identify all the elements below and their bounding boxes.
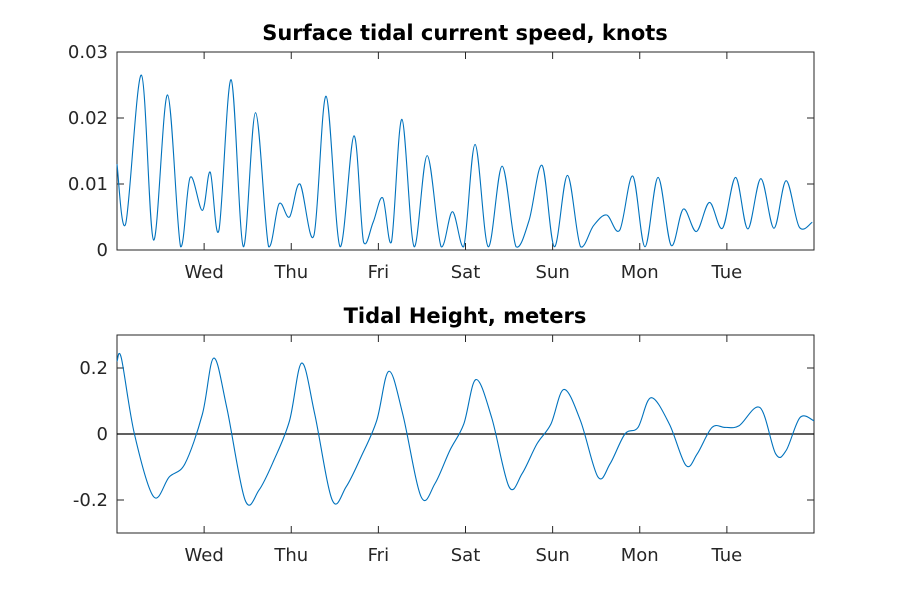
current-speed-ytick-label: 0.02 [68, 108, 108, 129]
tidal-height-series [116, 352, 815, 506]
current-speed-xtick-label: Fri [368, 262, 389, 283]
current-speed-panel: Surface tidal current speed, knots 0 0.01… [68, 21, 815, 283]
current-speed-title: Surface tidal current speed, knots [262, 21, 668, 45]
current-speed-ytick-label: 0 [97, 240, 108, 261]
current-speed-xtick-label: Thu [273, 262, 308, 283]
tidal-height-ytick-label: -0.2 [73, 490, 108, 511]
tidal-height-series-line [116, 352, 815, 506]
tidal-height-xtick-label: Thu [273, 545, 308, 566]
tidal-height-title: Tidal Height, meters [344, 304, 587, 328]
tidal-height-ytick-label: 0.2 [79, 358, 108, 379]
tidal-height-xtick-label: Sun [536, 545, 570, 566]
current-speed-series [116, 74, 813, 248]
current-speed-xtick-label: Wed [185, 262, 224, 283]
tidal-height-xtick-label: Tue [711, 545, 743, 566]
current-speed-ticks: 0 0.01 0.02 0.03 Wed Thu Fri Sat Sun Mon Tue [68, 42, 814, 283]
tidal-height-panel: Tidal Height, meters -0.2 0 0.2 Wed Thu Fri Sa… [73, 304, 815, 566]
current-speed-xtick-label: Tue [711, 262, 743, 283]
tidal-height-ytick-label: 0 [97, 424, 108, 445]
current-speed-ytick-label: 0.01 [68, 174, 108, 195]
current-speed-ytick-label: 0.03 [68, 42, 108, 63]
current-speed-xtick-label: Sat [451, 262, 481, 283]
current-speed-series-line [116, 74, 813, 248]
tidal-height-xtick-label: Sat [451, 545, 481, 566]
tidal-height-ticks: -0.2 0 0.2 Wed Thu Fri Sat Sun Mon Tue [73, 335, 814, 566]
current-speed-xtick-label: Mon [621, 262, 659, 283]
tidal-height-xtick-label: Wed [185, 545, 224, 566]
tidal-height-xtick-label: Fri [368, 545, 389, 566]
current-speed-xtick-label: Sun [536, 262, 570, 283]
current-speed-axes [116, 51, 815, 251]
tidal-height-xtick-label: Mon [621, 545, 659, 566]
